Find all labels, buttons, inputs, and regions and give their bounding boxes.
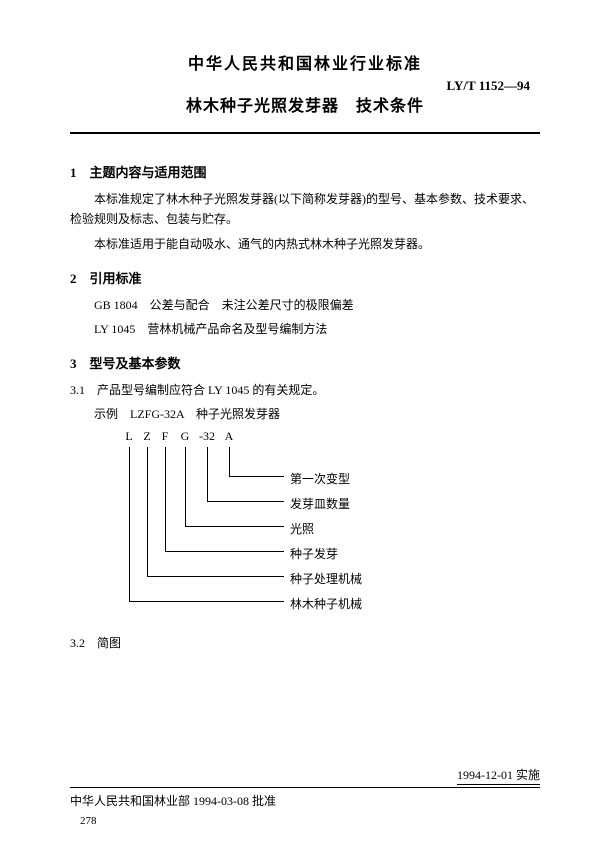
section-3-1: 3.1 产品型号编制应符合 LY 1045 的有关规定。 xyxy=(70,380,540,400)
bracket-0 xyxy=(129,447,284,602)
code-c3: G xyxy=(174,429,196,444)
doc-number: LY/T 1152—94 xyxy=(447,78,530,94)
code-c1: Z xyxy=(138,429,156,444)
reference-1: GB 1804 公差与配合 未注公差尺寸的极限偏差 xyxy=(94,295,540,315)
implementation-date: 1994-12-01 实施 xyxy=(457,766,540,785)
reference-2: LY 1045 营林机械产品命名及型号编制方法 xyxy=(94,319,540,339)
section-3-2: 3.2 简图 xyxy=(70,633,540,653)
page-number: 278 xyxy=(80,815,97,827)
code-c2: F xyxy=(156,429,174,444)
code-letters: LZFG-32A xyxy=(120,429,240,444)
label-1: 种子处理机械 xyxy=(290,570,362,587)
doc-title: 林木种子光照发芽器 技术条件 xyxy=(70,92,540,116)
section-1-p2: 本标准适用于能自动吸水、通气的内热式林木种子光照发芽器。 xyxy=(70,234,540,254)
code-c0: L xyxy=(120,429,138,444)
section-3-heading: 3 型号及基本参数 xyxy=(70,353,540,372)
section-1-p1: 本标准规定了林木种子光照发芽器(以下简称发芽器)的型号、基本参数、技术要求、检验… xyxy=(70,189,540,230)
section-1-heading: 1 主题内容与适用范围 xyxy=(70,162,540,181)
footer-divider xyxy=(70,787,540,788)
label-2: 种子发芽 xyxy=(290,545,338,562)
code-c4: -32 xyxy=(196,429,218,444)
label-4: 发芽皿数量 xyxy=(290,495,350,512)
approval-text: 中华人民共和国林业部 1994-03-08 批准 xyxy=(70,792,276,809)
label-3: 光照 xyxy=(290,520,314,537)
label-0: 林木种子机械 xyxy=(290,595,362,612)
divider-top xyxy=(70,132,540,134)
code-diagram: LZFG-32A 第一次变型 发芽皿数量 光照 种子发芽 种子处理机械 林木种子… xyxy=(120,429,540,629)
footer: 1994-12-01 实施 中华人民共和国林业部 1994-03-08 批准 xyxy=(70,766,540,809)
org-title: 中华人民共和国林业行业标准 xyxy=(70,50,540,74)
label-5: 第一次变型 xyxy=(290,470,350,487)
code-c5: A xyxy=(218,429,240,444)
section-2-heading: 2 引用标准 xyxy=(70,268,540,287)
example-label: 示例 LZFG-32A 种子光照发芽器 xyxy=(94,404,540,424)
